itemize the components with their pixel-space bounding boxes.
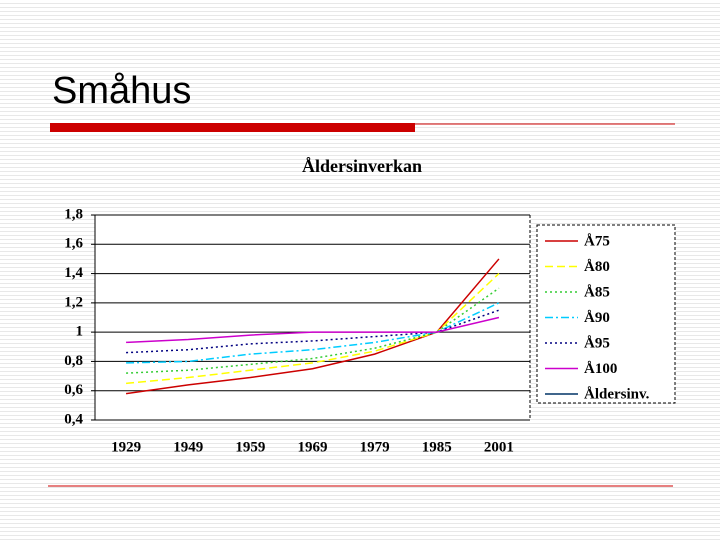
legend-label: Å80 <box>584 259 610 275</box>
y-tick-label: 0,4 <box>64 411 83 427</box>
x-tick-label: 1985 <box>422 439 452 455</box>
y-tick-label: 1,8 <box>64 206 83 222</box>
y-tick-label: 1 <box>76 324 84 340</box>
plot-area <box>95 215 530 420</box>
series-line <box>126 302 500 364</box>
legend-label: Å100 <box>584 361 617 377</box>
title-bar <box>50 123 415 132</box>
y-tick-label: 0,8 <box>64 353 83 369</box>
x-tick-label: 1969 <box>298 439 328 455</box>
legend-label: Å90 <box>584 310 610 326</box>
legend-label: Åldersinv. <box>584 386 650 402</box>
x-tick-label: 1959 <box>235 439 265 455</box>
chart-title: Åldersinverkan <box>302 156 422 176</box>
legend-label: Å95 <box>584 335 610 351</box>
x-tick-label: 1979 <box>360 439 390 455</box>
legend-label: Å75 <box>584 233 610 249</box>
y-tick-label: 1,4 <box>64 265 83 281</box>
slide-title: Småhus <box>52 70 192 112</box>
y-tick-label: 1,6 <box>64 236 83 252</box>
legend-box <box>536 224 676 404</box>
y-tick-label: 1,2 <box>64 294 83 310</box>
x-tick-label: 2001 <box>484 439 514 455</box>
x-tick-label: 1929 <box>111 439 141 455</box>
series-line <box>126 316 500 344</box>
y-tick-label: 0,6 <box>64 382 83 398</box>
x-tick-label: 1949 <box>173 439 203 455</box>
legend-label: Å85 <box>584 284 610 300</box>
